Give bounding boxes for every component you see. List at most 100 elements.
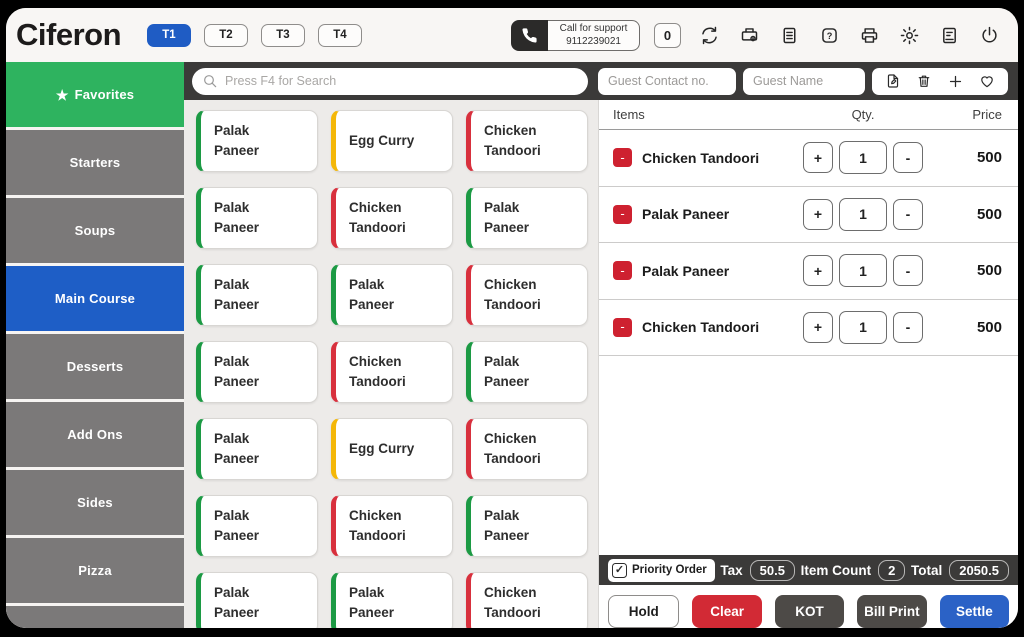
qty-increase-button[interactable]: + [803, 142, 833, 174]
menu-item-card[interactable]: Chicken Tandoori [466, 418, 588, 480]
menu-item-label: Egg Curry [349, 440, 415, 456]
table-tab[interactable]: T3 [261, 23, 305, 47]
sidebar-category-item[interactable]: ★ Soups [6, 198, 184, 263]
settings-icon[interactable] [894, 20, 924, 50]
menu-item-label: Chicken Tandoori [349, 199, 406, 235]
order-item-price: 500 [976, 205, 1002, 223]
menu-item-card[interactable]: Palak Paneer [196, 341, 318, 403]
table-tabs: T1 T2 T3 T4 [147, 23, 362, 47]
guest-name-input[interactable] [743, 67, 865, 95]
sidebar-category-item[interactable]: ★ Pizza [6, 538, 184, 603]
qty-decrease-button[interactable]: - [893, 255, 923, 287]
billing-machine-icon[interactable] [734, 20, 764, 50]
refresh-icon[interactable] [694, 20, 724, 50]
qty-decrease-button[interactable]: - [893, 198, 923, 230]
menu-item-card[interactable]: Chicken Tandoori [466, 572, 588, 628]
bill-print-button[interactable]: Bill Print [857, 595, 927, 628]
sidebar-category-item[interactable]: ★ Starters [6, 130, 184, 195]
remove-item-button[interactable]: - [613, 204, 632, 224]
table-tab[interactable]: T1 [147, 23, 191, 47]
action-buttons: Hold Clear KOT Bill Print Settle [599, 585, 1018, 628]
qty-input[interactable] [839, 254, 887, 288]
remove-item-button[interactable]: - [613, 148, 632, 168]
call-support-widget[interactable]: Call for support 9112239021 [511, 19, 640, 51]
menu-item-label: Palak Paneer [484, 507, 530, 543]
sidebar-category-item[interactable]: ★ Main Course [6, 266, 184, 331]
tax-label: Tax [720, 562, 743, 578]
table-tab[interactable]: T2 [204, 23, 248, 47]
order-item-name: Palak Paneer [642, 206, 730, 223]
file-edit-icon[interactable] [885, 73, 901, 89]
menu-item-label: Palak Paneer [214, 430, 260, 466]
menu-item-label: Palak Paneer [214, 584, 260, 620]
settle-button[interactable]: Settle [939, 595, 1010, 628]
notes-icon[interactable] [774, 20, 804, 50]
qty-increase-button[interactable]: + [803, 255, 833, 287]
table-tab[interactable]: T4 [318, 23, 362, 47]
guest-contact-input[interactable] [598, 67, 736, 95]
search-bar[interactable] [192, 67, 588, 95]
menu-item-card[interactable]: Egg Curry [331, 110, 453, 172]
toolbar-strip [184, 62, 1018, 100]
sidebar-category-item[interactable]: ★ Add Ons [6, 402, 184, 467]
menu-item-label: Palak Paneer [214, 276, 260, 312]
order-row: - Chicken Tandoori + - 500 [599, 130, 1018, 187]
qty-increase-button[interactable]: + [803, 311, 833, 343]
menu-item-card[interactable]: Chicken Tandoori [331, 341, 453, 403]
main-area: Palak Paneer Egg Curry Chicken Tandoori [184, 62, 1018, 628]
order-item-name: Chicken Tandoori [642, 319, 760, 336]
hold-button[interactable]: Hold [608, 595, 680, 628]
notification-count-badge[interactable]: 0 [654, 22, 681, 48]
sidebar-category-label: Main Course [54, 291, 136, 306]
sidebar-category-item[interactable]: ★ Favorites [6, 62, 184, 127]
menu-item-card[interactable]: Palak Paneer [331, 572, 453, 628]
sidebar-category-item[interactable]: ★ Desserts [6, 334, 184, 399]
menu-item-card[interactable]: Chicken Tandoori [331, 495, 453, 557]
clear-button[interactable]: Clear [692, 595, 762, 628]
qty-stepper: + - [803, 141, 923, 175]
sidebar-category-label: Desserts [66, 359, 124, 374]
menu-item-card[interactable]: Chicken Tandoori [466, 110, 588, 172]
search-input[interactable] [225, 74, 578, 88]
qty-input[interactable] [839, 310, 887, 344]
star-icon: ★ [55, 86, 69, 103]
menu-item-card[interactable]: Palak Paneer [466, 187, 588, 249]
kot-button[interactable]: KOT [774, 595, 845, 628]
sidebar-category-item-partial[interactable] [6, 606, 184, 628]
menu-item-card[interactable]: Palak Paneer [196, 110, 318, 172]
menu-item-card[interactable]: Palak Paneer [196, 572, 318, 628]
menu-item-card[interactable]: Palak Paneer [466, 341, 588, 403]
sidebar-category-label: Favorites [74, 87, 135, 102]
power-icon[interactable] [974, 20, 1004, 50]
qty-decrease-button[interactable]: - [893, 142, 923, 174]
qty-input[interactable] [839, 197, 887, 231]
topbar-right: Call for support 9112239021 0 [511, 19, 1004, 51]
menu-item-card[interactable]: Egg Curry [331, 418, 453, 480]
help-icon[interactable]: ? [814, 20, 844, 50]
menu-item-card[interactable]: Palak Paneer [196, 418, 318, 480]
trash-icon[interactable] [916, 73, 932, 89]
printer-icon[interactable] [854, 20, 884, 50]
menu-item-card[interactable]: Palak Paneer [466, 495, 588, 557]
qty-stepper: + - [803, 197, 923, 231]
menu-item-card[interactable]: Palak Paneer [196, 495, 318, 557]
plus-icon[interactable] [947, 73, 964, 90]
priority-order-toggle[interactable]: Priority Order [608, 558, 715, 582]
qty-decrease-button[interactable]: - [893, 311, 923, 343]
total-label: Total [910, 562, 943, 578]
qty-increase-button[interactable]: + [803, 198, 833, 230]
menu-item-card[interactable]: Palak Paneer [196, 264, 318, 326]
item-count-label: Item Count [800, 562, 872, 578]
receipt-icon[interactable] [934, 20, 964, 50]
qty-stepper: + - [803, 310, 923, 344]
sidebar-category-item[interactable]: ★ Sides [6, 470, 184, 535]
remove-item-button[interactable]: - [613, 317, 632, 337]
menu-item-card[interactable]: Chicken Tandoori [466, 264, 588, 326]
menu-item-card[interactable]: Palak Paneer [331, 264, 453, 326]
menu-item-card[interactable]: Chicken Tandoori [331, 187, 453, 249]
heart-icon[interactable] [979, 73, 995, 89]
menu-item-card[interactable]: Palak Paneer [196, 187, 318, 249]
remove-item-button[interactable]: - [613, 261, 632, 281]
qty-input[interactable] [839, 141, 887, 175]
